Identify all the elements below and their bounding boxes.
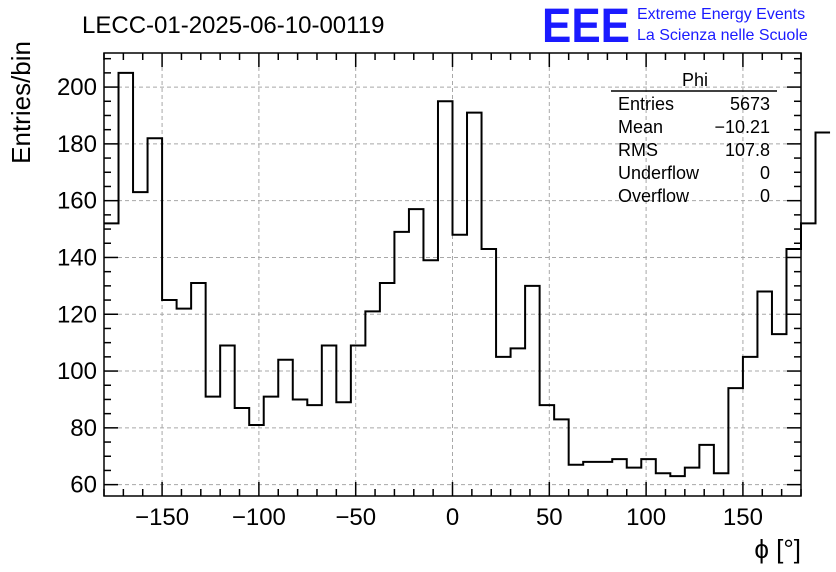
histogram-bin-44: [743, 357, 758, 496]
histogram-bin-22: [423, 260, 438, 496]
histogram-bin-30: [540, 405, 555, 496]
y-tick-label-1: 80: [70, 415, 97, 442]
histogram-bin-39: [670, 476, 685, 496]
histogram-bin-37: [641, 459, 656, 496]
histogram-bin-28: [511, 348, 526, 496]
stats-title: Phi: [682, 70, 708, 90]
y-axis-label: Entries/bin: [6, 41, 36, 164]
y-tick-label-4: 140: [57, 244, 97, 271]
histogram-bin-27: [496, 357, 511, 496]
logo-subtitle-line2: La Scienza nelle Scuole: [637, 27, 808, 44]
x-axis-label: ϕ [°]: [754, 534, 801, 564]
x-tick-label-3: 0: [446, 504, 459, 531]
histogram-bin-3: [148, 138, 163, 496]
y-tick-label-5: 160: [57, 188, 97, 215]
logo-subtitle-line1: Extreme Energy Events: [637, 6, 805, 23]
x-tick-label-2: −50: [335, 504, 376, 531]
histogram-bin-6: [191, 283, 206, 496]
x-tick-label-6: 150: [723, 504, 763, 531]
y-tick-label-3: 120: [57, 301, 97, 328]
stats-label-entries: Entries: [618, 94, 674, 114]
histogram-bin-31: [554, 419, 569, 496]
y-tick-label-7: 200: [57, 74, 97, 101]
histogram-bin-41: [699, 445, 714, 496]
stats-value-underflow: 0: [760, 163, 770, 183]
histogram-bin-5: [177, 309, 192, 496]
stats-label-underflow: Underflow: [618, 163, 700, 183]
y-tick-label-2: 100: [57, 358, 97, 385]
histogram-bin-38: [656, 473, 671, 496]
histogram-bin-14: [307, 405, 322, 496]
histogram-bin-42: [714, 473, 729, 496]
stats-value-rms: 107.8: [725, 140, 770, 160]
histogram-bin-32: [569, 465, 584, 496]
y-tick-label-0: 60: [70, 472, 97, 499]
histogram-bin-9: [235, 408, 250, 496]
x-tick-label-1: −100: [232, 504, 286, 531]
stats-box: Phi Entries 5673 Mean −10.21 RMS 107.8 U…: [611, 70, 777, 206]
histogram-bin-18: [365, 311, 380, 496]
histogram-bin-0: [104, 223, 119, 496]
histogram-bin-48: [801, 223, 816, 496]
stats-label-rms: RMS: [618, 140, 658, 160]
histogram-bin-16: [336, 402, 351, 496]
histogram-bin-19: [380, 283, 395, 496]
stats-value-entries: 5673: [730, 94, 770, 114]
y-tick-label-6: 180: [57, 131, 97, 158]
histogram-bin-33: [583, 462, 598, 496]
histogram-bin-36: [627, 468, 642, 496]
histogram-bin-17: [351, 345, 366, 496]
histogram-bin-2: [133, 192, 148, 496]
histogram-bin-35: [612, 459, 627, 496]
histogram-outline: [104, 71, 831, 478]
stats-label-mean: Mean: [618, 117, 663, 137]
histogram-bin-49: [816, 133, 831, 496]
histogram-bin-40: [685, 468, 700, 496]
x-tick-label-0: −150: [135, 504, 189, 531]
stats-value-mean: −10.21: [714, 117, 770, 137]
histogram-bin-7: [206, 397, 221, 496]
histogram-bin-24: [453, 235, 468, 496]
run-title: LECC-01-2025-06-10-00119: [82, 12, 384, 39]
x-axis-ticks: −150 −100 −50 0 50 100 150: [103, 53, 802, 531]
histogram-bin-1: [119, 73, 134, 496]
histogram-bin-4: [162, 300, 177, 496]
histogram-bin-8: [220, 345, 235, 496]
histogram-bin-25: [467, 113, 482, 496]
histogram-bin-43: [728, 388, 743, 496]
histogram-bin-34: [598, 462, 613, 496]
histogram-bin-10: [249, 425, 264, 496]
histogram-bin-11: [264, 397, 279, 496]
histogram-bin-15: [322, 345, 337, 496]
histogram-bin-29: [525, 286, 540, 496]
histogram-bin-23: [438, 101, 453, 496]
histogram-bin-45: [757, 292, 772, 496]
histogram-bin-46: [772, 334, 787, 496]
x-tick-label-4: 50: [536, 504, 563, 531]
x-tick-label-5: 100: [626, 504, 666, 531]
histogram-bin-21: [409, 209, 424, 496]
histogram-bin-12: [278, 360, 293, 496]
stats-label-overflow: Overflow: [618, 186, 690, 206]
histogram-bin-20: [394, 232, 409, 496]
histogram-bin-26: [482, 249, 497, 496]
stats-value-overflow: 0: [760, 186, 770, 206]
y-axis-ticks: 60 80 100 120 140 160 180 200: [57, 57, 801, 499]
eee-logo: EEE: [542, 0, 630, 53]
histogram-bin-13: [293, 399, 308, 496]
